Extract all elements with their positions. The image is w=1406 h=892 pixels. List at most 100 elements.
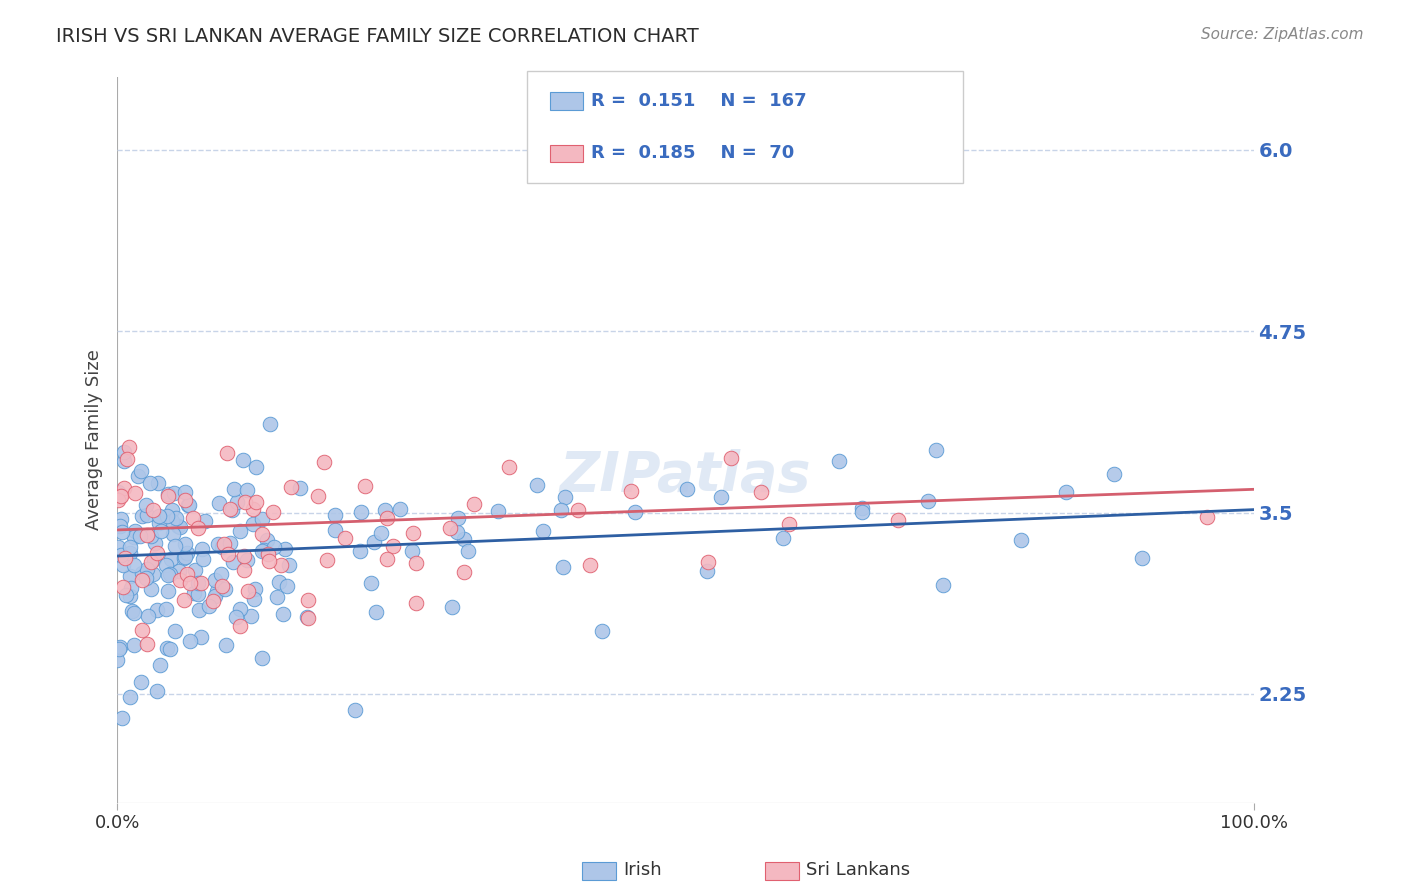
Point — [148, 658, 170, 673]
Point — [187, 521, 209, 535]
Point — [111, 580, 134, 594]
Point — [120, 581, 142, 595]
Point — [122, 558, 145, 572]
Point — [118, 546, 141, 560]
Point — [710, 490, 733, 504]
Point — [176, 567, 198, 582]
Point — [256, 533, 278, 548]
Point — [135, 527, 157, 541]
Text: Source: ZipAtlas.com: Source: ZipAtlas.com — [1201, 27, 1364, 42]
Point — [146, 545, 169, 559]
Point — [155, 602, 177, 616]
Point — [243, 582, 266, 597]
Point — [333, 531, 356, 545]
Point — [354, 478, 377, 492]
Point — [163, 624, 186, 638]
Point — [349, 505, 371, 519]
Point — [166, 519, 188, 533]
Point — [107, 541, 129, 555]
Point — [526, 478, 548, 492]
Point — [160, 552, 183, 566]
Point — [405, 556, 427, 570]
Point — [142, 552, 165, 566]
Point — [131, 508, 153, 523]
Point — [259, 417, 281, 432]
Point — [696, 564, 718, 578]
Point — [567, 502, 589, 516]
Point — [142, 502, 165, 516]
Point — [187, 587, 209, 601]
Point — [828, 454, 851, 468]
Point — [446, 525, 468, 540]
Point — [463, 497, 485, 511]
Point — [165, 540, 187, 554]
Point — [190, 575, 212, 590]
Point — [201, 593, 224, 607]
Point — [160, 503, 183, 517]
Point — [221, 555, 243, 569]
Point — [217, 446, 239, 460]
Point — [131, 624, 153, 638]
Point — [217, 547, 239, 561]
Point — [179, 576, 201, 591]
Point — [177, 498, 200, 512]
Point — [156, 641, 179, 656]
Point — [173, 484, 195, 499]
Point — [250, 511, 273, 525]
Point — [159, 641, 181, 656]
Point — [110, 640, 132, 654]
Point — [389, 502, 412, 516]
Point — [136, 562, 159, 576]
Point — [271, 607, 294, 621]
Point — [887, 513, 910, 527]
Point — [253, 542, 276, 557]
Point — [211, 579, 233, 593]
Point — [439, 521, 461, 535]
Point — [173, 593, 195, 607]
Point — [851, 505, 873, 519]
Point — [129, 674, 152, 689]
Point — [242, 502, 264, 516]
Point — [110, 548, 132, 562]
Point — [145, 683, 167, 698]
Text: Irish: Irish — [623, 861, 661, 879]
Point — [173, 551, 195, 566]
Point — [146, 603, 169, 617]
Point — [233, 563, 256, 577]
Point — [364, 605, 387, 619]
Point — [405, 596, 427, 610]
Point — [110, 519, 132, 533]
Point — [221, 503, 243, 517]
Point — [233, 495, 256, 509]
Point — [122, 531, 145, 545]
Point — [349, 544, 371, 558]
Point — [307, 490, 329, 504]
Point — [112, 445, 135, 459]
Point — [163, 486, 186, 500]
Point — [925, 443, 948, 458]
Point — [578, 558, 600, 572]
Point — [108, 489, 131, 503]
Point — [620, 484, 643, 499]
Point — [453, 565, 475, 579]
Point — [129, 464, 152, 478]
Point — [179, 498, 201, 512]
Point — [1102, 467, 1125, 481]
Point — [225, 610, 247, 624]
Point — [551, 560, 574, 574]
Point — [120, 569, 142, 583]
Point — [187, 603, 209, 617]
Point — [115, 588, 138, 602]
Point — [229, 618, 252, 632]
Point — [187, 576, 209, 591]
Point — [591, 624, 613, 639]
Point — [273, 542, 295, 557]
Point — [232, 549, 254, 564]
Point — [157, 489, 180, 503]
Point — [250, 526, 273, 541]
Point — [343, 703, 366, 717]
Point — [1195, 510, 1218, 524]
Point — [316, 553, 339, 567]
Point — [131, 566, 153, 581]
Point — [165, 511, 187, 525]
